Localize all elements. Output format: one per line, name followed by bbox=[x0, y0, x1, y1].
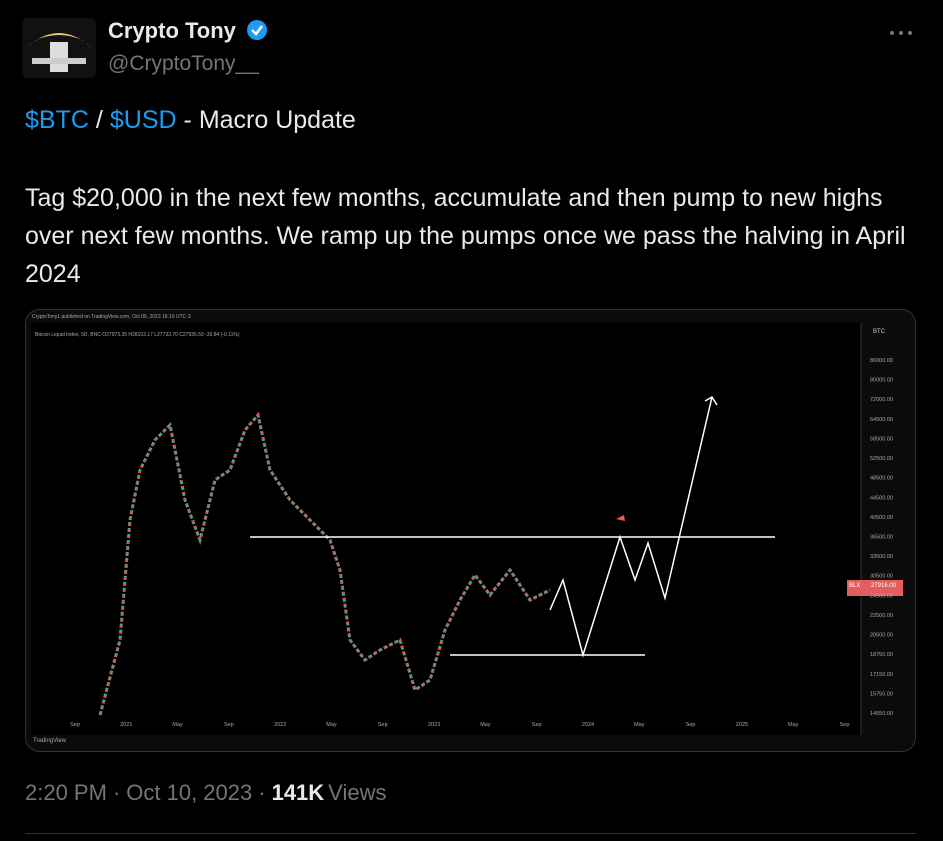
time-axis-label: May bbox=[634, 722, 645, 728]
tweet-meta: 2:20 PM · Oct 10, 2023 · 141K Views bbox=[25, 780, 392, 806]
time-axis-label: 2021 bbox=[120, 722, 132, 728]
time-axis-label: May bbox=[326, 722, 337, 728]
published-note: CryptoTony1 published on TradingView.com… bbox=[32, 314, 191, 320]
time-axis-label: Sep bbox=[840, 722, 850, 728]
time-axis-label: Sep bbox=[70, 722, 80, 728]
time-axis-label: Sep bbox=[378, 722, 388, 728]
more-menu[interactable] bbox=[888, 28, 914, 38]
title-text: - Macro Update bbox=[183, 106, 356, 134]
separator: · bbox=[112, 780, 121, 805]
price-axis-label: 30500.00 bbox=[870, 574, 893, 580]
price-axis-label: 44500.00 bbox=[870, 495, 893, 501]
price-axis-label: 20500.00 bbox=[870, 633, 893, 639]
timestamp[interactable]: 2:20 PM bbox=[25, 780, 107, 805]
chart-image[interactable]: CryptoTony1 published on TradingView.com… bbox=[25, 309, 916, 752]
price-axis-label: 86000.00 bbox=[870, 358, 893, 364]
divider bbox=[25, 833, 916, 834]
time-axis-label: Sep bbox=[532, 722, 542, 728]
price-axis-label: 40500.00 bbox=[870, 515, 893, 521]
price-axis-label: 14550.00 bbox=[870, 711, 893, 717]
price-axis-label: 17150.00 bbox=[870, 672, 893, 678]
price-axis-label: 22500.00 bbox=[870, 613, 893, 619]
price-axis-label: 18750.00 bbox=[870, 652, 893, 658]
verified-badge bbox=[247, 20, 268, 40]
price-axis-label: 33500.00 bbox=[870, 554, 893, 560]
price-axis-label: 52500.00 bbox=[870, 456, 893, 462]
avatar[interactable] bbox=[22, 18, 96, 78]
time-axis-label: Sep bbox=[224, 722, 234, 728]
price-axis-label: 80000.00 bbox=[870, 378, 893, 384]
views-label: Views bbox=[328, 780, 387, 805]
price-axis-label: 72000.00 bbox=[870, 397, 893, 403]
tweet-body: Tag $20,000 in the next few months, accu… bbox=[25, 184, 906, 288]
price-tag: 27916.00 bbox=[871, 583, 897, 589]
time-axis-label: May bbox=[172, 722, 183, 728]
tweet-title: $BTC / $USD - Macro Update bbox=[25, 106, 363, 135]
price-axis-label: 58500.00 bbox=[870, 436, 893, 442]
price-axis-label: 15750.00 bbox=[870, 691, 893, 697]
time-axis-label: Sep bbox=[686, 722, 696, 728]
views-count: 141K bbox=[271, 780, 325, 805]
slash: / bbox=[95, 106, 103, 134]
price-axis-label: 36500.00 bbox=[870, 535, 893, 541]
time-axis-label: 2022 bbox=[274, 722, 286, 728]
price-axis-label: 24500.00 bbox=[870, 593, 893, 599]
currency-label: BTC bbox=[873, 329, 886, 335]
price-axis-label: 64500.00 bbox=[870, 417, 893, 423]
time-axis-label: 2023 bbox=[428, 722, 440, 728]
cashtag[interactable]: $USD bbox=[109, 106, 177, 134]
brand: TradingView bbox=[33, 738, 67, 744]
date[interactable]: Oct 10, 2023 bbox=[126, 780, 253, 805]
author-handle[interactable]: @CryptoTony__ bbox=[108, 52, 259, 75]
separator: · bbox=[258, 780, 266, 805]
price-axis-label: 48500.00 bbox=[870, 476, 893, 482]
chart-legend: Bitcoin Liquid Index, 5D, BNC O27973.35 … bbox=[35, 332, 240, 338]
cashtag[interactable]: $BTC bbox=[25, 106, 89, 134]
time-axis-label: May bbox=[480, 722, 491, 728]
author-name[interactable]: Crypto Tony bbox=[108, 18, 268, 44]
symbol-label: BLX bbox=[849, 583, 860, 589]
time-axis-label: 2025 bbox=[736, 722, 748, 728]
time-axis-label: May bbox=[788, 722, 799, 728]
time-axis-label: 2024 bbox=[582, 722, 594, 728]
